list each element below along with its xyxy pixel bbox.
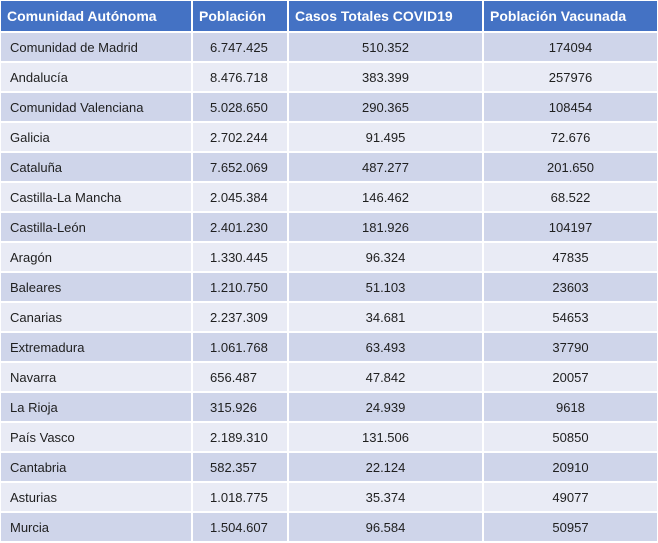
cell-comunidad: Murcia [1, 512, 193, 543]
cell-casos: 96.324 [288, 242, 484, 273]
cell-vacunada: 174094 [483, 32, 657, 63]
cell-poblacion: 5.028.650 [192, 92, 289, 123]
cell-poblacion: 8.476.718 [192, 62, 289, 93]
cell-comunidad: Cantabria [1, 452, 193, 483]
table-row: Castilla-León 2.401.230 181.926 104197 [1, 212, 657, 243]
table-row: Canarias 2.237.309 34.681 54653 [1, 302, 657, 333]
header-vacunada: Población Vacunada [483, 1, 657, 33]
cell-vacunada: 9618 [483, 392, 657, 423]
cell-casos: 510.352 [288, 32, 484, 63]
cell-casos: 487.277 [288, 152, 484, 183]
cell-poblacion: 7.652.069 [192, 152, 289, 183]
cell-comunidad: Aragón [1, 242, 193, 273]
cell-casos: 91.495 [288, 122, 484, 153]
cell-casos: 63.493 [288, 332, 484, 363]
cell-comunidad: Galicia [1, 122, 193, 153]
cell-casos: 290.365 [288, 92, 484, 123]
cell-vacunada: 257976 [483, 62, 657, 93]
table-row: Navarra 656.487 47.842 20057 [1, 362, 657, 393]
cell-comunidad: Asturias [1, 482, 193, 513]
cell-poblacion: 2.045.384 [192, 182, 289, 213]
table-row: Andalucía 8.476.718 383.399 257976 [1, 62, 657, 93]
cell-poblacion: 582.357 [192, 452, 289, 483]
cell-vacunada: 23603 [483, 272, 657, 303]
cell-poblacion: 315.926 [192, 392, 289, 423]
table-row: Cantabria 582.357 22.124 20910 [1, 452, 657, 483]
header-casos: Casos Totales COVID19 [288, 1, 484, 33]
table-row: Asturias 1.018.775 35.374 49077 [1, 482, 657, 513]
cell-vacunada: 47835 [483, 242, 657, 273]
cell-vacunada: 50957 [483, 512, 657, 543]
cell-comunidad: País Vasco [1, 422, 193, 453]
cell-casos: 181.926 [288, 212, 484, 243]
cell-vacunada: 54653 [483, 302, 657, 333]
cell-vacunada: 201.650 [483, 152, 657, 183]
cell-casos: 131.506 [288, 422, 484, 453]
table-row: Castilla-La Mancha 2.045.384 146.462 68.522 [1, 182, 657, 213]
cell-vacunada: 104197 [483, 212, 657, 243]
table-row: Extremadura 1.061.768 63.493 37790 [1, 332, 657, 363]
cell-comunidad: Navarra [1, 362, 193, 393]
table-row: Murcia 1.504.607 96.584 50957 [1, 512, 657, 543]
cell-casos: 35.374 [288, 482, 484, 513]
cell-comunidad: Canarias [1, 302, 193, 333]
cell-poblacion: 1.504.607 [192, 512, 289, 543]
cell-comunidad: Cataluña [1, 152, 193, 183]
table-row: País Vasco 2.189.310 131.506 50850 [1, 422, 657, 453]
cell-casos: 22.124 [288, 452, 484, 483]
table-row: Aragón 1.330.445 96.324 47835 [1, 242, 657, 273]
cell-casos: 146.462 [288, 182, 484, 213]
table-row: Galicia 2.702.244 91.495 72.676 [1, 122, 657, 153]
cell-poblacion: 2.237.309 [192, 302, 289, 333]
cell-vacunada: 108454 [483, 92, 657, 123]
cell-comunidad: Extremadura [1, 332, 193, 363]
table-header-row: Comunidad Autónoma Población Casos Total… [1, 1, 657, 33]
cell-poblacion: 2.189.310 [192, 422, 289, 453]
table-row: Baleares 1.210.750 51.103 23603 [1, 272, 657, 303]
cell-poblacion: 6.747.425 [192, 32, 289, 63]
cell-casos: 51.103 [288, 272, 484, 303]
cell-vacunada: 20910 [483, 452, 657, 483]
cell-vacunada: 37790 [483, 332, 657, 363]
cell-vacunada: 49077 [483, 482, 657, 513]
cell-casos: 47.842 [288, 362, 484, 393]
header-comunidad: Comunidad Autónoma [1, 1, 193, 33]
cell-comunidad: Andalucía [1, 62, 193, 93]
cell-comunidad: Comunidad Valenciana [1, 92, 193, 123]
cell-comunidad: La Rioja [1, 392, 193, 423]
cell-poblacion: 1.210.750 [192, 272, 289, 303]
cell-casos: 24.939 [288, 392, 484, 423]
header-poblacion: Población [192, 1, 289, 33]
cell-casos: 96.584 [288, 512, 484, 543]
cell-vacunada: 68.522 [483, 182, 657, 213]
cell-comunidad: Castilla-La Mancha [1, 182, 193, 213]
cell-poblacion: 656.487 [192, 362, 289, 393]
cell-casos: 383.399 [288, 62, 484, 93]
cell-vacunada: 72.676 [483, 122, 657, 153]
cell-casos: 34.681 [288, 302, 484, 333]
cell-vacunada: 20057 [483, 362, 657, 393]
table-body: Comunidad de Madrid 6.747.425 510.352 17409… [1, 32, 657, 543]
cell-poblacion: 1.061.768 [192, 332, 289, 363]
cell-comunidad: Castilla-León [1, 212, 193, 243]
table-row: Comunidad Valenciana 5.028.650 290.365 1084… [1, 92, 657, 123]
table-row: La Rioja 315.926 24.939 9618 [1, 392, 657, 423]
cell-poblacion: 1.330.445 [192, 242, 289, 273]
cell-comunidad: Comunidad de Madrid [1, 32, 193, 63]
cell-poblacion: 1.018.775 [192, 482, 289, 513]
cell-poblacion: 2.702.244 [192, 122, 289, 153]
cell-poblacion: 2.401.230 [192, 212, 289, 243]
cell-vacunada: 50850 [483, 422, 657, 453]
cell-comunidad: Baleares [1, 272, 193, 303]
table-row: Cataluña 7.652.069 487.277 201.650 [1, 152, 657, 183]
table-row: Comunidad de Madrid 6.747.425 510.352 17409… [1, 32, 657, 63]
